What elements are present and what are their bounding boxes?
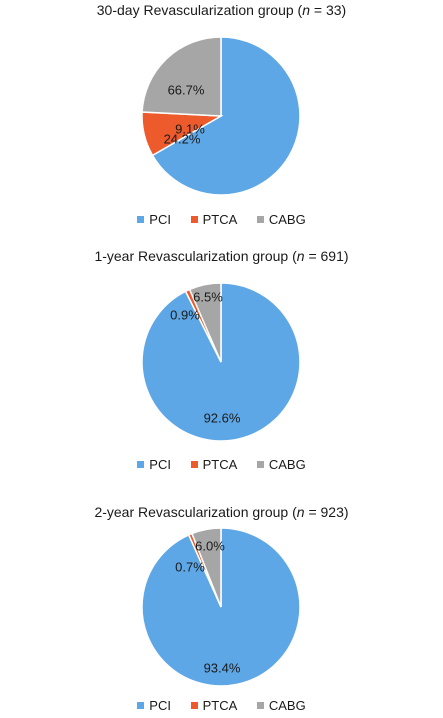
legend-label-pci: PCI	[149, 457, 171, 472]
slice-label-cabg: 6.0%	[195, 539, 225, 554]
legend-item-cabg: CABG	[256, 698, 306, 714]
legend-label-pci: PCI	[149, 212, 171, 227]
legend-label-cabg: CABG	[268, 457, 306, 472]
legend-30-day: PCI PTCA CABG	[0, 212, 443, 228]
legend-2-year: PCI PTCA CABG	[0, 698, 443, 714]
slice-label-cabg: 24.2%	[164, 132, 201, 147]
title-suffix: = 33)	[310, 2, 347, 18]
ptca-swatch-icon	[190, 702, 198, 710]
slice-label-cabg: 6.5%	[193, 290, 223, 305]
title-prefix: 30-day Revascularization group (	[96, 2, 303, 18]
legend-label-pci: PCI	[149, 698, 171, 713]
legend-item-ptca: PTCA	[190, 698, 238, 714]
pie-slice-cabg	[190, 527, 222, 608]
legend-label-ptca: PTCA	[202, 698, 238, 713]
slice-label-ptca: 0.9%	[170, 308, 200, 323]
legend-1-year: PCI PTCA CABG	[0, 457, 443, 473]
legend-label-ptca: PTCA	[202, 457, 238, 472]
legend-item-pci: PCI	[137, 698, 171, 714]
slice-label-pci: 93.4%	[204, 661, 241, 676]
legend-item-pci: PCI	[137, 457, 171, 473]
pie-slice-pci	[151, 36, 301, 196]
cabg-swatch-icon	[256, 702, 264, 710]
cabg-swatch-icon	[256, 216, 264, 224]
slice-label-pci: 66.7%	[168, 83, 205, 98]
slice-label-ptca: 0.7%	[175, 560, 205, 575]
legend-item-pci: PCI	[137, 212, 171, 228]
slice-label-pci: 92.6%	[204, 411, 241, 426]
title-suffix: = 923)	[304, 504, 349, 520]
chart-title-2-year: 2-year Revascularization group (n = 923)	[0, 503, 443, 521]
pie-slice-cabg	[188, 282, 222, 363]
chart-title-1-year: 1-year Revascularization group (n = 691)	[0, 247, 443, 265]
legend-item-cabg: CABG	[256, 457, 306, 473]
title-prefix: 1-year Revascularization group (	[94, 248, 297, 264]
title-n-symbol: n	[296, 504, 305, 520]
pci-swatch-icon	[137, 702, 145, 710]
title-prefix: 2-year Revascularization group (	[94, 504, 297, 520]
pie-slice-cabg	[141, 36, 222, 117]
chart-title-30-day: 30-day Revascularization group (n = 33)	[0, 1, 443, 19]
legend-label-cabg: CABG	[268, 698, 306, 713]
title-n-symbol: n	[302, 2, 311, 18]
legend-label-cabg: CABG	[268, 212, 306, 227]
legend-item-ptca: PTCA	[190, 457, 238, 473]
title-suffix: = 691)	[304, 248, 349, 264]
pci-swatch-icon	[137, 216, 145, 224]
slice-label-ptca: 9.1%	[175, 122, 205, 137]
cabg-swatch-icon	[256, 461, 264, 469]
legend-item-cabg: CABG	[256, 212, 306, 228]
title-n-symbol: n	[296, 248, 305, 264]
pci-swatch-icon	[137, 461, 145, 469]
legend-label-ptca: PTCA	[202, 212, 238, 227]
legend-item-ptca: PTCA	[190, 212, 238, 228]
ptca-swatch-icon	[190, 216, 198, 224]
ptca-swatch-icon	[190, 461, 198, 469]
